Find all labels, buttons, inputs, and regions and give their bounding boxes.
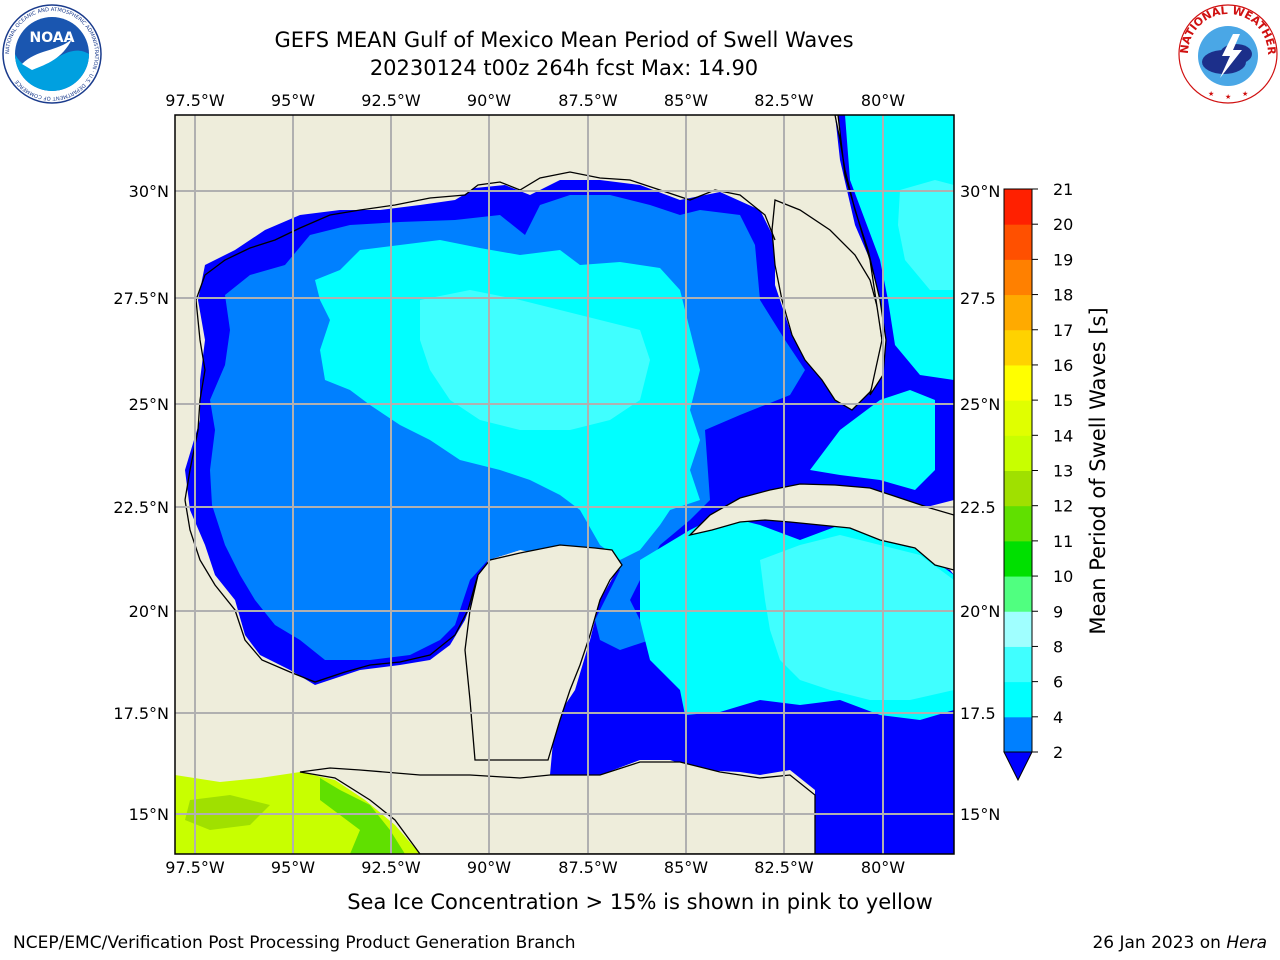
colorbar-tick-label: 18 xyxy=(1053,286,1073,305)
bottom-lon-tick: 92.5°W xyxy=(361,858,421,877)
florida-land xyxy=(771,199,883,411)
footer-credit: NCEP/EMC/Verification Post Processing Pr… xyxy=(13,933,576,953)
right-lat-tick: 27.5 xyxy=(960,289,996,308)
colorbar-tick-label: 20 xyxy=(1053,215,1073,234)
florida-east-coast xyxy=(834,115,887,396)
colorbar-segment xyxy=(1004,470,1032,507)
bottom-lon-tick: 90°W xyxy=(467,858,511,877)
left-lat-tick: 25°N xyxy=(129,395,169,414)
nws-logo: NATIONAL WEATHER SERVICE ★ ★ ★ xyxy=(1178,4,1278,104)
colorbar-segment xyxy=(1004,400,1032,436)
colorbar-segment xyxy=(1004,611,1032,647)
pacific-green-patch xyxy=(320,778,405,854)
footer-date: 26 Jan 2023 on Hera xyxy=(1092,933,1267,953)
colorbar-tick-label: 2 xyxy=(1053,743,1063,762)
gulf-center-cyan-light xyxy=(420,290,650,430)
colorbar-segment xyxy=(1004,435,1032,471)
colorbar: 2 4 6 8 9 10 11 12 13 14 15 16 17 18 19 20 21 xyxy=(1003,180,1073,782)
colorbar-segment xyxy=(1004,681,1032,718)
chart-subtitle-run-info: 20230124 t00z 264h fcst Max: 14.90 xyxy=(369,56,759,80)
left-lat-tick: 27.5°N xyxy=(113,289,169,308)
mexico-coastline xyxy=(184,499,479,683)
colorbar-segment xyxy=(1004,364,1032,401)
top-lon-tick: 85°W xyxy=(664,91,708,110)
caribbean-cyan-light xyxy=(760,535,954,700)
colorbar-tick-label: 21 xyxy=(1053,180,1073,199)
bottom-lon-tick: 87.5°W xyxy=(558,858,618,877)
atlantic-cyan xyxy=(845,115,954,380)
bottom-lon-tick: 97.5°W xyxy=(165,858,225,877)
right-lat-tick: 22.5 xyxy=(960,498,996,517)
colorbar-tick-label: 15 xyxy=(1053,391,1073,410)
svg-text:★: ★ xyxy=(1208,90,1214,98)
left-lat-tick: 20°N xyxy=(129,602,169,621)
right-lat-tick: 30°N xyxy=(960,182,1000,201)
colorbar-tick-label: 8 xyxy=(1053,637,1063,656)
colorbar-tick-label: 12 xyxy=(1053,497,1073,516)
yucatan-land xyxy=(464,544,623,761)
colorbar-tick-label: 6 xyxy=(1053,673,1063,692)
colorbar-tick-label: 16 xyxy=(1053,356,1073,375)
colorbar-label: Mean Period of Swell Waves [s] xyxy=(1086,307,1110,634)
colorbar-tick-label: 4 xyxy=(1053,708,1063,727)
top-lon-tick: 87.5°W xyxy=(558,91,618,110)
colorbar-segment xyxy=(1004,540,1032,577)
left-lat-tick: 17.5°N xyxy=(113,704,169,723)
atlantic-cyan-light xyxy=(898,180,954,290)
top-lon-tick: 92.5°W xyxy=(361,91,421,110)
pacific-green-patch-2 xyxy=(185,795,270,830)
colorbar-tick-label: 10 xyxy=(1053,567,1073,586)
gridlines xyxy=(175,115,954,854)
colorbar-segment xyxy=(1004,189,1032,225)
colorbar-segment xyxy=(1004,576,1032,612)
top-lon-tick: 90°W xyxy=(467,91,511,110)
noaa-logo-text: NOAA xyxy=(30,30,75,46)
colorbar-tick-label: 17 xyxy=(1053,321,1073,340)
footer-date-text: 26 Jan 2023 on xyxy=(1092,933,1227,953)
florida-straits-cyan xyxy=(810,390,935,490)
colorbar-segment xyxy=(1004,294,1032,331)
right-lat-tick: 15°N xyxy=(960,805,1000,824)
bottom-lon-tick: 95°W xyxy=(271,858,315,877)
left-lat-tick: 22.5°N xyxy=(113,498,169,517)
colorbar-extend-arrow xyxy=(1003,751,1033,782)
colorbar-tick-label: 11 xyxy=(1053,532,1073,551)
colorbar-segment xyxy=(1004,505,1032,542)
right-lat-tick: 25°N xyxy=(960,395,1000,414)
top-lon-tick: 82.5°W xyxy=(754,91,814,110)
colorbar-tick-label: 9 xyxy=(1053,602,1063,621)
left-lat-tick: 15°N xyxy=(129,805,169,824)
left-lat-tick: 30°N xyxy=(129,182,169,201)
footer-host: Hera xyxy=(1226,933,1267,953)
colorbar-segment xyxy=(1004,224,1032,260)
sea-ice-note: Sea Ice Concentration > 15% is shown in … xyxy=(347,890,933,914)
svg-text:★: ★ xyxy=(1225,93,1231,101)
colorbar-segment xyxy=(1004,646,1032,683)
top-lon-tick: 97.5°W xyxy=(165,91,225,110)
bottom-lon-tick: 85°W xyxy=(664,858,708,877)
colorbar-segment xyxy=(1004,716,1032,753)
colorbar-segment xyxy=(1004,329,1032,366)
top-lon-tick: 80°W xyxy=(861,91,905,110)
colorbar-segment xyxy=(1004,259,1032,296)
noaa-logo: NATIONAL OCEANIC AND ATMOSPHERIC ADMINIS… xyxy=(2,4,102,104)
chart-title: GEFS MEAN Gulf of Mexico Mean Period of … xyxy=(274,28,854,52)
colorbar-tick-label: 19 xyxy=(1053,250,1073,269)
top-lon-tick: 95°W xyxy=(271,91,315,110)
colorbar-tick-label: 13 xyxy=(1053,462,1073,481)
svg-text:★: ★ xyxy=(1242,90,1248,98)
cuba-land xyxy=(687,483,954,571)
map-frame xyxy=(174,114,955,855)
bottom-lon-tick: 80°W xyxy=(861,858,905,877)
right-lat-tick: 17.5 xyxy=(960,704,996,723)
bottom-lon-tick: 82.5°W xyxy=(754,858,814,877)
right-lat-tick: 20°N xyxy=(960,602,1000,621)
colorbar-tick-label: 14 xyxy=(1053,426,1073,445)
